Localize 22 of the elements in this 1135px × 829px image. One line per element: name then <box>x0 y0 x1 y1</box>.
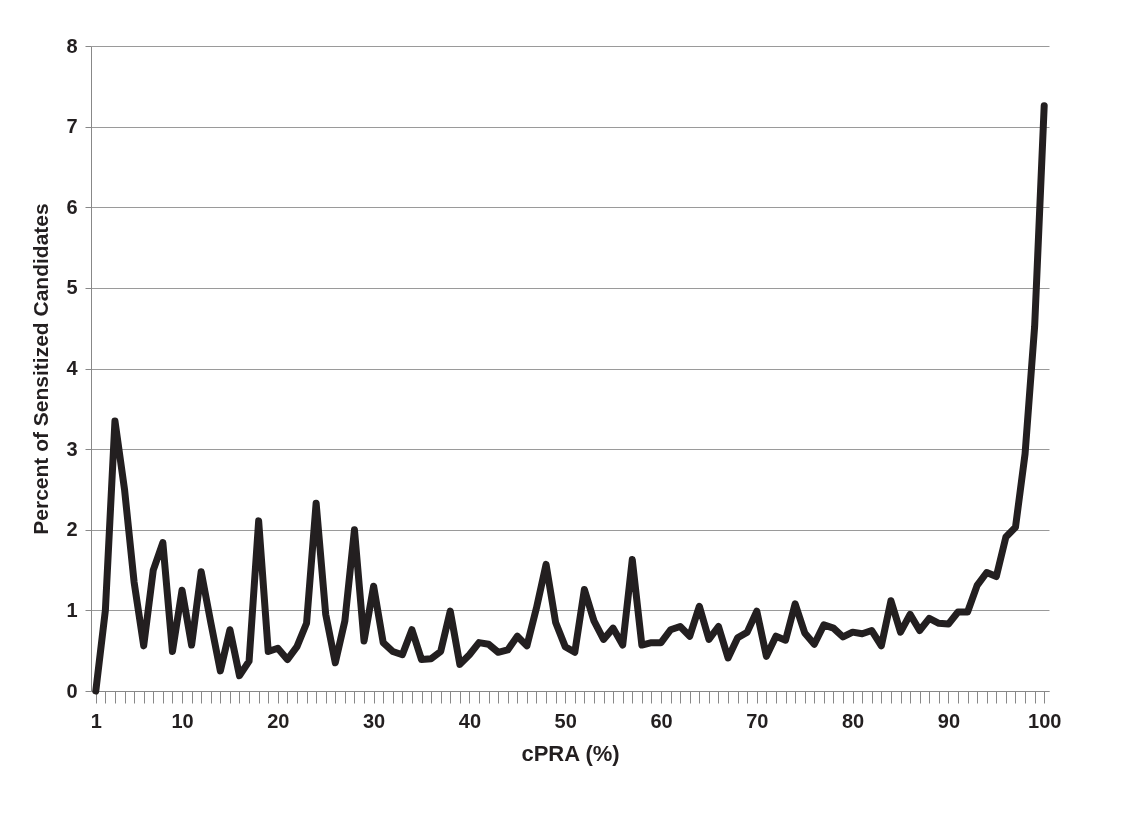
x-tick-label: 90 <box>937 709 961 732</box>
y-tick-label: 8 <box>66 34 78 57</box>
x-tick-label: 20 <box>267 709 290 732</box>
x-tick-label: 40 <box>458 709 482 732</box>
x-tick-label: 10 <box>171 709 194 732</box>
x-tick-label: 60 <box>650 709 673 732</box>
y-tick-label: 7 <box>66 115 78 138</box>
y-tick-label: 1 <box>66 598 78 621</box>
x-tick-label: 50 <box>554 709 577 732</box>
x-tick-label: 70 <box>746 709 769 732</box>
y-tick-label: 2 <box>66 518 78 541</box>
y-axis-title: Percent of Sensitized Candidates <box>29 203 53 535</box>
x-tick-label: 80 <box>841 709 865 732</box>
y-tick-label: 3 <box>66 437 78 460</box>
x-tick-label: 30 <box>362 709 386 732</box>
y-tick-label: 5 <box>66 276 78 299</box>
y-tick-label: 4 <box>66 357 79 379</box>
x-axis-title: cPRA (%) <box>521 740 620 766</box>
x-tick-label: 100 <box>1028 709 1062 732</box>
x-tick-label: 1 <box>90 709 102 732</box>
y-tick-label: 6 <box>66 195 78 218</box>
y-tick-label: 0 <box>66 679 78 702</box>
